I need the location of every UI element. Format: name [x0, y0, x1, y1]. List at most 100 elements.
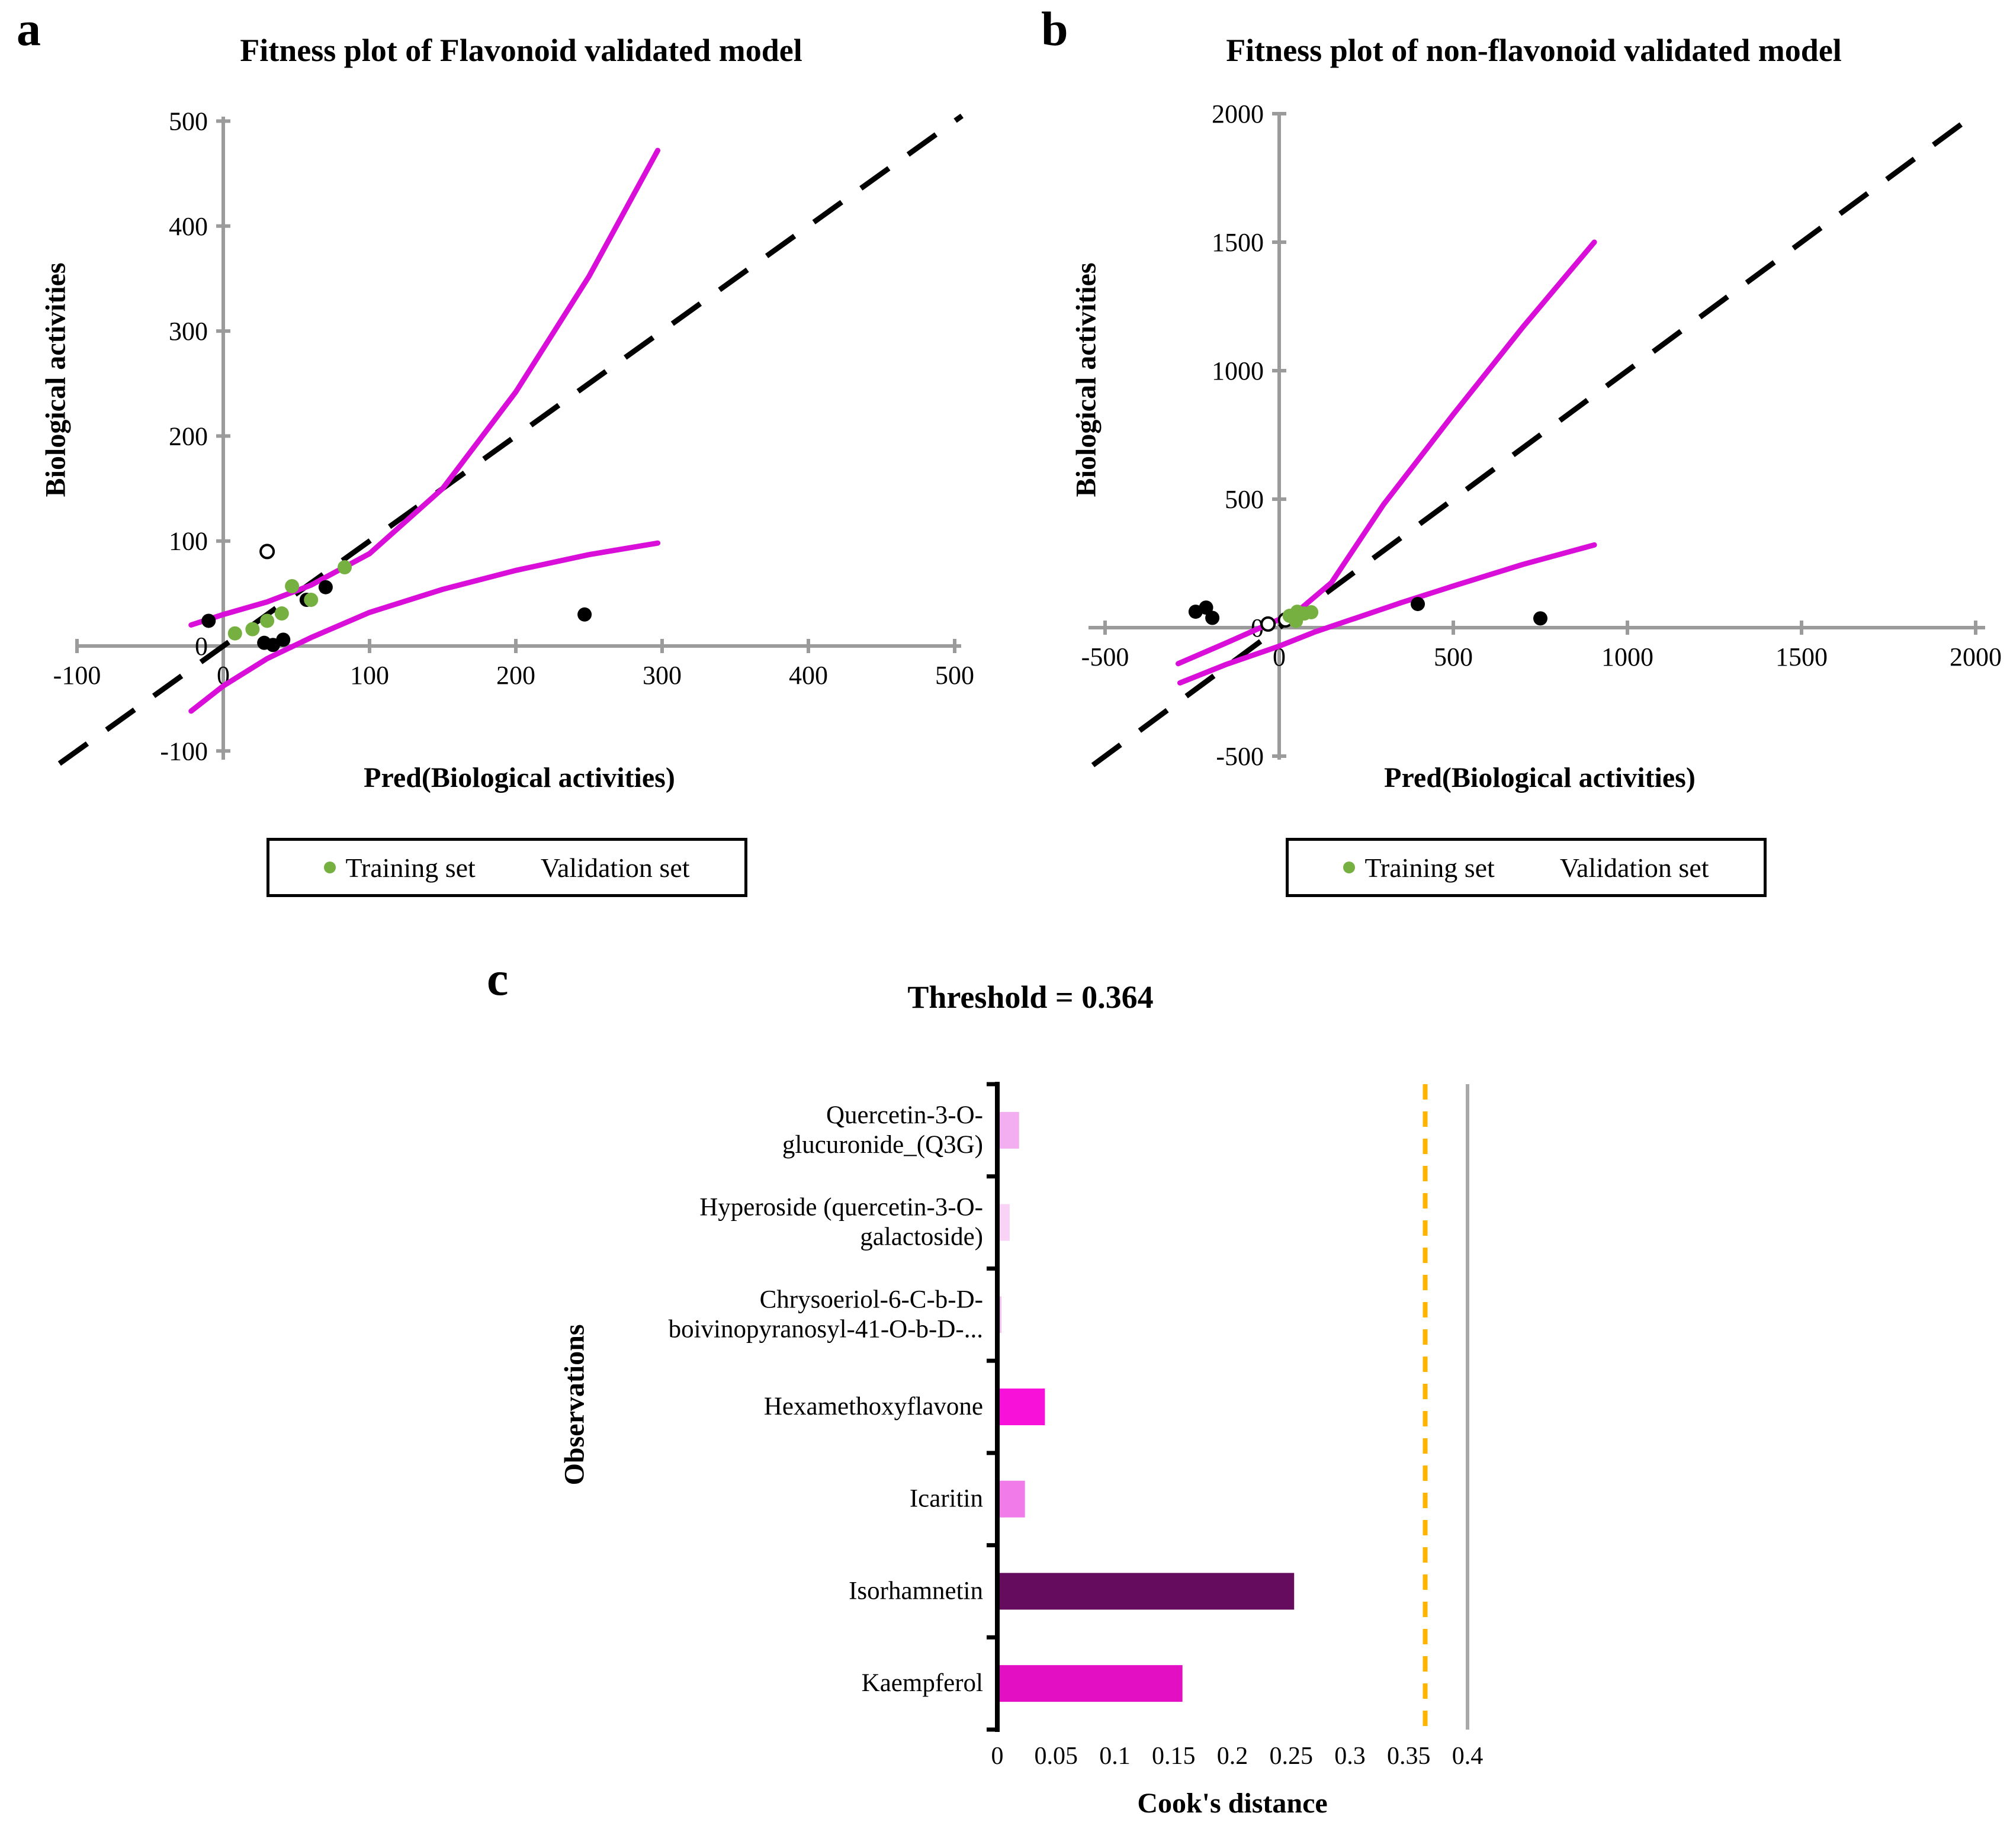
training-set-label: Training set [345, 852, 476, 883]
scatter-point [201, 613, 216, 628]
panel-b-legend: Training set Validation set [1286, 838, 1767, 897]
bar [999, 1296, 1001, 1333]
scatter-point [1205, 610, 1220, 625]
x-tick-label: 0.2 [1217, 1743, 1248, 1770]
panel-a-x-axis-title: Pred(Biological activities) [364, 762, 675, 793]
panel-c-plot: Quercetin-3-O-glucuronide_(Q3G) Hyperosid… [669, 1082, 1484, 1770]
panel-a-legend-item-validation: Validation set [519, 852, 690, 883]
training-set-label: Training set [1364, 852, 1495, 883]
category-label: Hyperoside (quercetin-3-O- [699, 1194, 983, 1222]
scatter-point [1289, 613, 1303, 628]
validation-set-marker-icon [519, 862, 531, 873]
x-tick-label: 0.3 [1334, 1743, 1366, 1770]
y-tick-label: -500 [1216, 742, 1264, 771]
scatter-point [276, 632, 291, 647]
bar [999, 1573, 1295, 1610]
bar [999, 1480, 1025, 1518]
panel-a-letter: a [17, 2, 41, 56]
panel-b-x-axis-title: Pred(Biological activities) [1384, 762, 1696, 793]
x-tick-label: -100 [53, 661, 101, 690]
panel-b-letter: b [1041, 2, 1068, 56]
bar [999, 1665, 1183, 1702]
x-tick-label: 400 [789, 661, 828, 690]
y-tick-label: 0 [195, 632, 208, 661]
panel-c-title: Threshold = 0.364 [907, 979, 1154, 1015]
panel-a-y-axis-title: Biological activities [40, 262, 72, 497]
x-tick-label: 500 [935, 661, 974, 690]
x-tick-label: 0.4 [1452, 1743, 1484, 1770]
y-tick-label: -100 [160, 737, 208, 766]
panel-a-legend-item-training: Training set [324, 852, 476, 883]
validation-set-marker-icon [1538, 862, 1550, 873]
category-label: Icaritin [910, 1485, 983, 1513]
y-tick-label: 2000 [1212, 99, 1264, 128]
category-label: Kaempferol [862, 1669, 983, 1697]
x-tick-label: 0.05 [1035, 1743, 1078, 1770]
x-tick-label: 200 [496, 661, 535, 690]
panel-b-legend-item-validation: Validation set [1538, 852, 1709, 883]
identity-line [1091, 110, 1979, 767]
bar [999, 1111, 1019, 1149]
scatter-point [227, 626, 242, 641]
scatter-point-open [259, 544, 275, 560]
panel-a-legend: Training set Validation set [266, 838, 747, 897]
scatter-point [338, 560, 352, 575]
scatter-point-open [1260, 616, 1276, 632]
scatter-point [318, 580, 333, 594]
y-tick-label: 400 [169, 212, 208, 241]
category-label: boivinopyranosyl-41-O-b-D-... [669, 1315, 983, 1343]
y-tick-label: 500 [1225, 485, 1264, 514]
y-tick-label: 500 [169, 107, 208, 136]
x-tick-label: 0.15 [1152, 1743, 1196, 1770]
x-tick-label: 300 [643, 661, 682, 690]
confidence-band-lower [1177, 542, 1597, 686]
confidence-band-upper [188, 147, 661, 628]
y-tick-label: 200 [169, 422, 208, 451]
scatter-point [1533, 611, 1547, 626]
confidence-band-lower [188, 540, 661, 714]
scatter-point [1199, 600, 1213, 615]
scatter-point [245, 622, 260, 637]
x-tick-label: 0.25 [1270, 1743, 1314, 1770]
x-tick-label: 1500 [1775, 642, 1828, 671]
category-label: glucuronide_(Q3G) [782, 1131, 983, 1159]
category-label: Quercetin-3-O- [826, 1101, 983, 1129]
scatter-point [260, 613, 275, 628]
scatter-point [1411, 597, 1425, 612]
x-tick-label: 1000 [1601, 642, 1653, 671]
identity-line [57, 113, 964, 766]
scatter-point [274, 606, 289, 621]
x-tick-label: 100 [350, 661, 389, 690]
category-label: Hexamethoxyflavone [764, 1393, 983, 1420]
x-tick-label: 0 [991, 1743, 1004, 1770]
validation-set-label: Validation set [1559, 852, 1709, 883]
panel-c-x-axis-title: Cook's distance [1137, 1788, 1328, 1819]
x-tick-label: -500 [1081, 642, 1129, 671]
scatter-point [1304, 605, 1319, 619]
bar [999, 1389, 1045, 1425]
validation-set-label: Validation set [540, 852, 690, 883]
category-label: Chrysoeriol-6-C-b-D- [760, 1285, 983, 1313]
x-tick-label: 0.1 [1099, 1743, 1131, 1770]
panel-a-title: Fitness plot of Flavonoid validated mode… [240, 33, 802, 68]
training-set-marker-icon [1343, 862, 1356, 873]
panel-c-letter: c [487, 952, 509, 1005]
x-tick-label: 0.35 [1387, 1743, 1431, 1770]
scatter-point [304, 592, 319, 607]
panel-b-y-axis-title: Biological activities [1070, 262, 1102, 497]
x-tick-label: 2000 [1950, 642, 2002, 671]
scatter-point [285, 578, 300, 593]
bar [999, 1204, 1010, 1241]
category-label: Isorhamnetin [849, 1577, 983, 1605]
scatter-point [577, 607, 592, 622]
y-tick-label: 300 [169, 317, 208, 346]
panel-b-legend-item-training: Training set [1343, 852, 1495, 883]
y-tick-label: 1500 [1212, 228, 1264, 257]
category-label: galactoside) [860, 1223, 983, 1251]
training-set-marker-icon [324, 862, 336, 873]
confidence-band-upper [1176, 239, 1597, 667]
